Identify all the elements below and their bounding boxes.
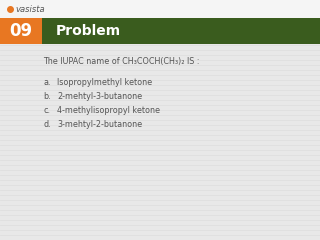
- Text: Problem: Problem: [56, 24, 121, 38]
- Text: The IUPAC name of CH₃COCH(CH₃)₂ IS :: The IUPAC name of CH₃COCH(CH₃)₂ IS :: [43, 57, 199, 66]
- Text: 4-methylisopropyl ketone: 4-methylisopropyl ketone: [57, 106, 160, 115]
- Text: d.: d.: [43, 120, 51, 129]
- Text: c.: c.: [43, 106, 50, 115]
- Text: 3-mehtyl-2-butanone: 3-mehtyl-2-butanone: [57, 120, 142, 129]
- FancyBboxPatch shape: [0, 0, 320, 18]
- FancyBboxPatch shape: [42, 18, 320, 44]
- Text: 09: 09: [9, 22, 33, 40]
- Text: 2-mehtyl-3-butanone: 2-mehtyl-3-butanone: [57, 92, 142, 101]
- Text: Isopropylmethyl ketone: Isopropylmethyl ketone: [57, 78, 152, 87]
- FancyBboxPatch shape: [0, 18, 42, 44]
- Text: vasista: vasista: [15, 5, 44, 13]
- Text: a.: a.: [43, 78, 51, 87]
- Text: b.: b.: [43, 92, 51, 101]
- FancyBboxPatch shape: [0, 18, 320, 20]
